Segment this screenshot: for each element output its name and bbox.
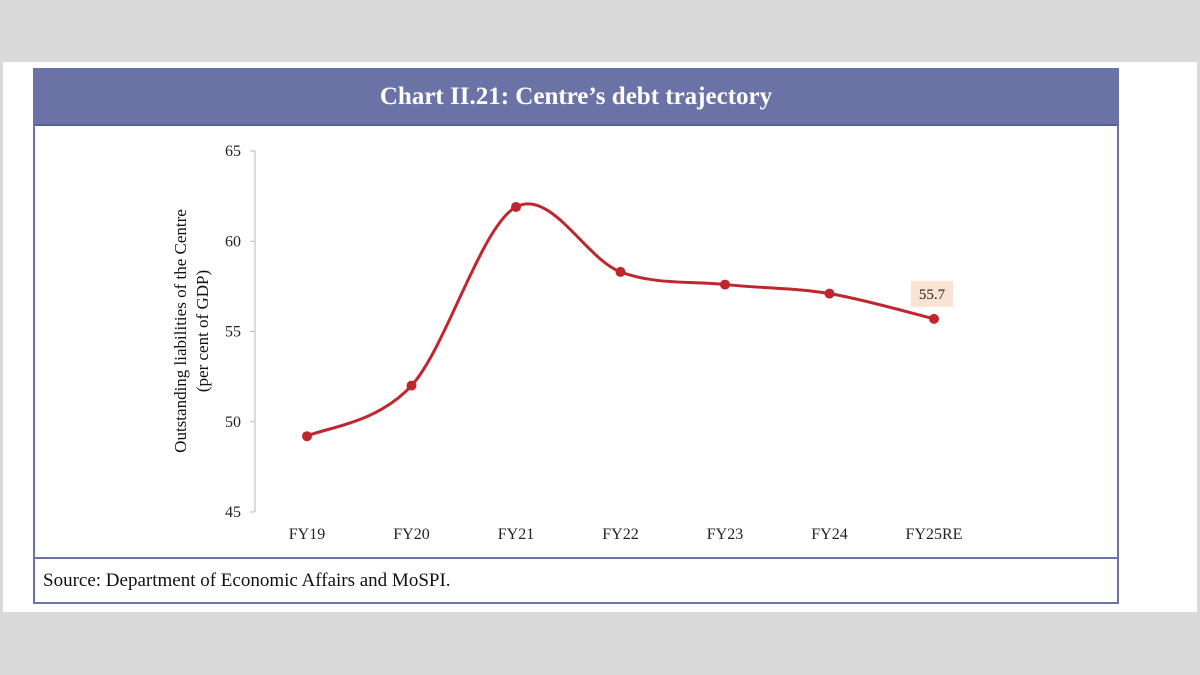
y-axis-ticks: 45 50 55 60 65 [225,143,255,521]
data-point [615,266,626,277]
data-labels: 55.7 [911,280,953,307]
y-tick-label: 50 [225,414,241,431]
series-points [302,201,939,442]
x-axis-ticks: FY19 FY20 FY21 FY22 FY23 FY24 FY25RE [289,526,963,543]
y-axis-title-line2: (per cent of GDP) [193,270,212,392]
data-point [406,380,417,391]
y-axis-title-line1: Outstanding liabilities of the Centre [171,209,190,453]
y-tick-label: 55 [225,324,241,341]
series-line [306,202,935,438]
y-tick-label: 65 [225,143,241,160]
data-point [720,279,730,290]
data-label-background [911,280,953,307]
source-note-bar: Source: Department of Economic Affairs a… [35,557,1117,602]
data-label: 55.7 [919,287,946,303]
data-point [929,313,939,324]
chart-title-bar: Chart II.21: Centre’s debt trajectory [35,70,1117,126]
data-point [302,431,312,442]
data-point [511,201,521,212]
y-axis-title: Outstanding liabilities of the Centre (p… [171,209,212,453]
x-tick-label: FY23 [707,526,743,543]
data-point [824,288,835,299]
x-tick-label: FY21 [498,526,534,543]
x-tick-label: FY25RE [906,526,963,543]
chart-title: Chart II.21: Centre’s debt trajectory [379,83,773,110]
y-tick-label: 60 [225,233,241,250]
x-tick-label: FY19 [289,526,325,543]
y-tick-label: 45 [225,504,241,521]
x-tick-label: FY20 [393,526,429,543]
x-tick-label: FY22 [602,526,638,543]
source-note: Source: Department of Economic Affairs a… [43,569,451,591]
x-tick-label: FY24 [811,526,847,543]
chart-frame: Chart II.21: Centre’s debt trajectory So… [33,68,1119,604]
